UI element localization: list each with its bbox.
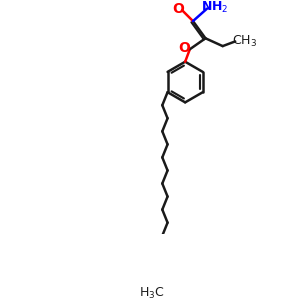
Text: CH$_3$: CH$_3$ — [232, 34, 257, 49]
Text: O: O — [178, 41, 190, 55]
Text: O: O — [172, 2, 184, 16]
Text: H$_3$C: H$_3$C — [139, 286, 164, 300]
Text: NH$_2$: NH$_2$ — [201, 0, 229, 15]
